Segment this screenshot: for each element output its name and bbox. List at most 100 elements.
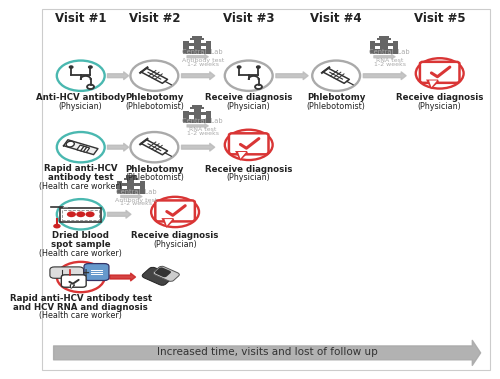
Text: Rapid anti-HCV: Rapid anti-HCV: [44, 164, 118, 173]
Text: RNA test: RNA test: [376, 58, 403, 63]
FancyBboxPatch shape: [156, 200, 195, 221]
Text: (Health care worker): (Health care worker): [40, 312, 122, 321]
Text: Central  Lab: Central Lab: [116, 189, 156, 195]
Polygon shape: [428, 81, 438, 87]
Bar: [192, 36, 202, 38]
Text: (Physician): (Physician): [227, 174, 270, 182]
Bar: [134, 180, 140, 183]
Bar: [190, 38, 204, 41]
Text: Antibody test: Antibody test: [182, 58, 224, 63]
Bar: [200, 109, 206, 112]
Text: (Health care worker): (Health care worker): [40, 249, 122, 258]
Polygon shape: [64, 140, 98, 155]
Circle shape: [76, 211, 86, 217]
Text: (Physician): (Physician): [153, 240, 197, 249]
FancyBboxPatch shape: [420, 62, 460, 83]
Bar: [200, 46, 206, 49]
FancyBboxPatch shape: [77, 145, 90, 152]
Ellipse shape: [66, 141, 74, 147]
Text: (Physician): (Physician): [59, 102, 102, 111]
Polygon shape: [70, 285, 74, 288]
Text: Central  Lab: Central Lab: [182, 49, 223, 55]
Bar: [190, 107, 204, 111]
Text: Visit #4: Visit #4: [310, 11, 362, 25]
Bar: [124, 178, 138, 181]
Text: 1-2 weeks: 1-2 weeks: [374, 61, 406, 67]
Text: (Phlebotomist): (Phlebotomist): [125, 174, 184, 182]
Bar: [370, 41, 398, 54]
Bar: [188, 40, 194, 43]
Polygon shape: [164, 219, 173, 226]
Bar: [122, 180, 128, 183]
Polygon shape: [237, 152, 247, 159]
Text: Rapid anti-HCV antibody test: Rapid anti-HCV antibody test: [10, 294, 152, 303]
Text: Dried blood: Dried blood: [52, 231, 109, 240]
FancyBboxPatch shape: [84, 263, 109, 280]
Polygon shape: [238, 152, 246, 159]
Polygon shape: [71, 285, 74, 288]
Bar: [60, 208, 102, 221]
Text: Increased time, visits and lost of follow up: Increased time, visits and lost of follo…: [157, 347, 378, 357]
Text: Receive diagnosis: Receive diagnosis: [132, 231, 219, 240]
Text: 1-2 weeks: 1-2 weeks: [120, 201, 152, 206]
Bar: [377, 38, 391, 41]
Bar: [376, 46, 380, 49]
Bar: [376, 40, 380, 43]
Bar: [200, 40, 206, 43]
Polygon shape: [164, 219, 172, 226]
Circle shape: [88, 66, 92, 68]
FancyBboxPatch shape: [155, 267, 171, 277]
Polygon shape: [429, 80, 437, 87]
Bar: [200, 115, 206, 119]
Text: RNA test: RNA test: [189, 127, 216, 132]
Text: antibody test: antibody test: [48, 173, 114, 182]
Bar: [379, 36, 389, 38]
Bar: [183, 41, 212, 54]
Text: (Physician): (Physician): [227, 102, 270, 111]
FancyBboxPatch shape: [229, 133, 268, 154]
Bar: [192, 105, 202, 107]
Text: (Phlebotomist): (Phlebotomist): [125, 102, 184, 111]
Text: spot sample: spot sample: [51, 240, 110, 249]
Bar: [188, 115, 194, 119]
FancyBboxPatch shape: [62, 275, 86, 287]
Text: (Phlebotomist): (Phlebotomist): [306, 102, 366, 111]
Bar: [116, 181, 145, 194]
Text: +: +: [82, 268, 90, 277]
Bar: [183, 111, 212, 124]
Text: Central  Lab: Central Lab: [182, 118, 223, 124]
Bar: [188, 46, 194, 49]
Text: and HCV RNA and diagnosis: and HCV RNA and diagnosis: [14, 303, 148, 312]
Text: 1-2 weeks: 1-2 weeks: [186, 131, 218, 136]
Text: (Health care worker): (Health care worker): [40, 182, 122, 191]
Text: 1-2 weeks: 1-2 weeks: [186, 61, 218, 67]
Bar: [388, 46, 392, 49]
Circle shape: [86, 211, 94, 217]
FancyBboxPatch shape: [142, 267, 173, 285]
Text: Antibody test: Antibody test: [116, 197, 158, 202]
Text: Phlebotomy: Phlebotomy: [125, 165, 184, 174]
Bar: [188, 109, 194, 112]
Text: Visit #3: Visit #3: [223, 11, 274, 25]
Bar: [134, 186, 140, 189]
Text: Visit #2: Visit #2: [128, 11, 180, 25]
Text: Receive diagnosis: Receive diagnosis: [396, 93, 484, 102]
Text: (Physician): (Physician): [418, 102, 462, 111]
Text: Visit #1: Visit #1: [55, 11, 106, 25]
Circle shape: [238, 66, 241, 68]
Bar: [126, 175, 136, 178]
Text: Visit #5: Visit #5: [414, 11, 466, 25]
Bar: [122, 186, 128, 189]
Text: Phlebotomy: Phlebotomy: [125, 93, 184, 102]
FancyBboxPatch shape: [154, 266, 180, 282]
FancyBboxPatch shape: [50, 267, 84, 278]
Text: Receive diagnosis: Receive diagnosis: [205, 93, 292, 102]
Text: Receive diagnosis: Receive diagnosis: [205, 165, 292, 174]
Text: Anti-HCV antibody: Anti-HCV antibody: [36, 93, 126, 102]
Circle shape: [53, 224, 60, 229]
Circle shape: [67, 211, 76, 217]
Bar: [62, 210, 100, 220]
Text: Phlebotomy: Phlebotomy: [307, 93, 366, 102]
Text: Central  Lab: Central Lab: [369, 49, 410, 55]
Circle shape: [256, 66, 260, 68]
